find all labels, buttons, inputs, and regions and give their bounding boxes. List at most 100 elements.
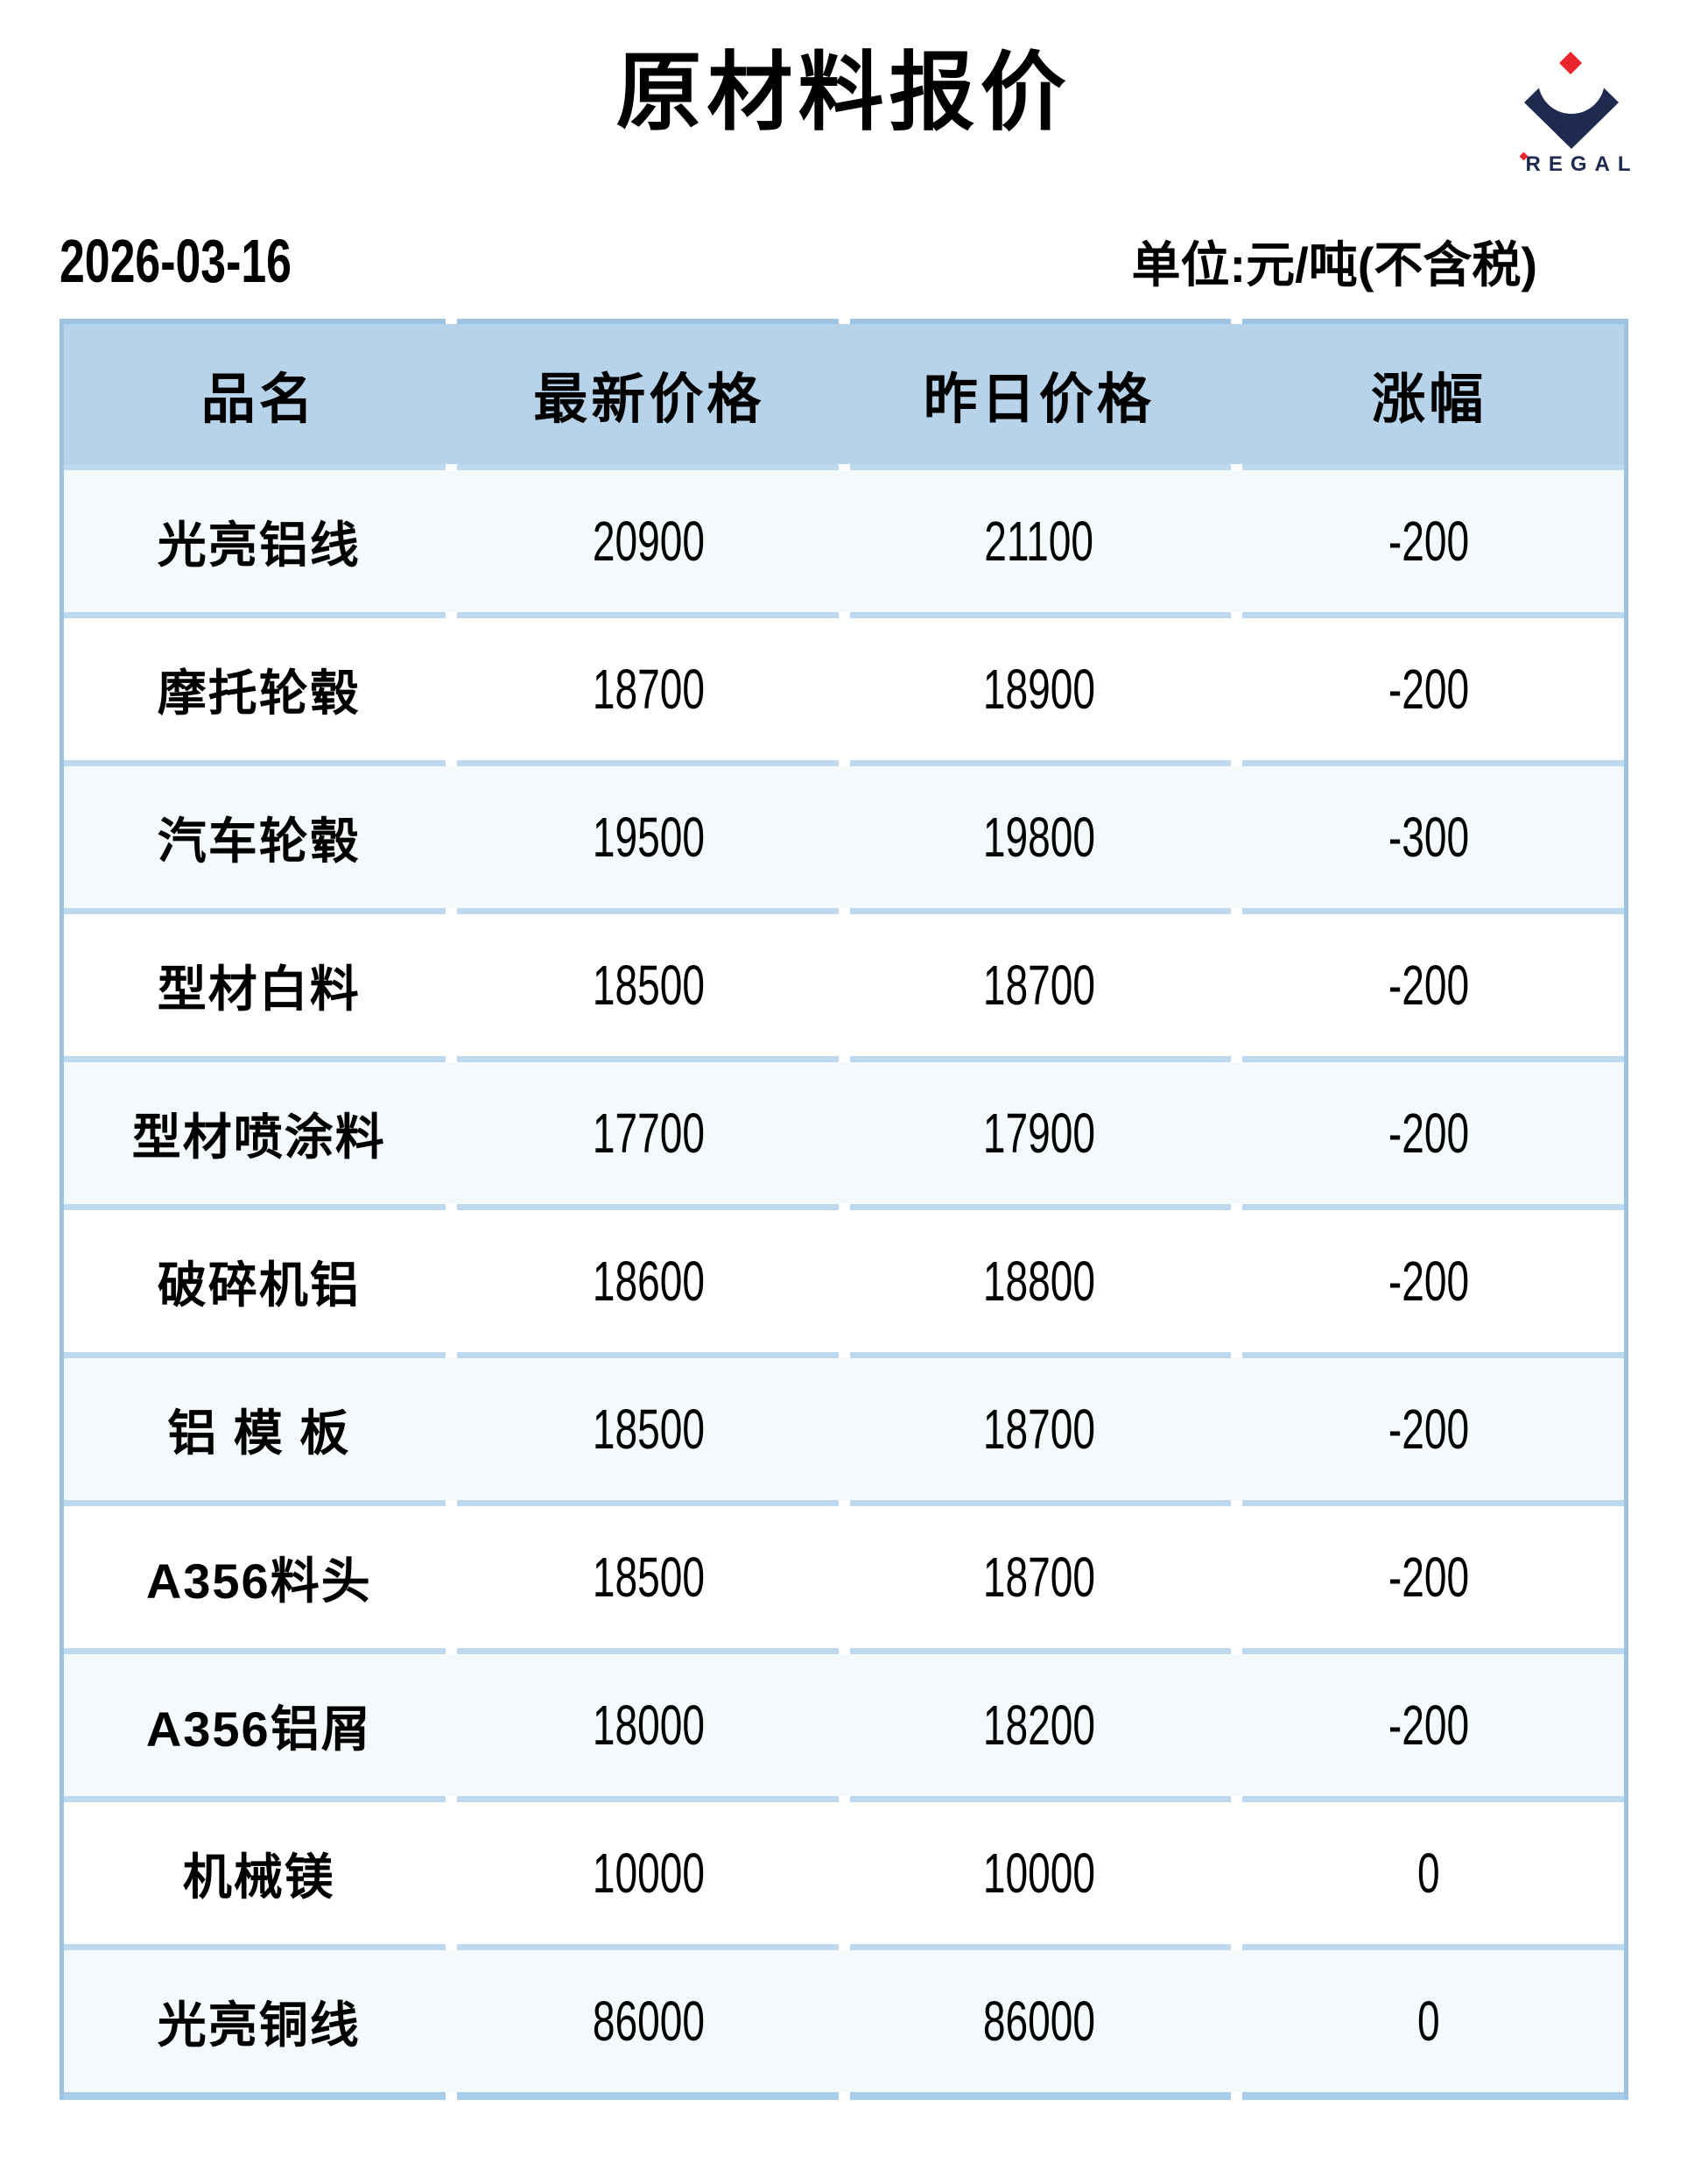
latest-price-cell: 10000	[454, 1802, 845, 1944]
product-name: 光亮铜线	[157, 1997, 361, 2053]
price-change: -300	[1388, 806, 1470, 869]
unit-note: 单位:元/吨(不含税)	[1131, 237, 1537, 292]
quote-date: 2026-03-16	[60, 227, 292, 295]
change-cell: -200	[1234, 470, 1625, 612]
meta-row: 2026-03-16 单位:元/吨(不含税)	[60, 226, 1628, 296]
product-name: 型材喷涂料	[131, 1109, 386, 1165]
col-header-latest: 最新价格	[533, 370, 765, 430]
table-header-row: 品名 最新价格 昨日价格 涨幅	[64, 324, 1624, 464]
yesterday-price: 18700	[982, 954, 1095, 1017]
brand-logo: REGAL	[1513, 19, 1646, 177]
row-divider	[64, 908, 1624, 914]
table-row: 型材喷涂料 17700 17900 -200	[64, 1062, 1624, 1204]
table-row: 破碎机铝 18600 18800 -200	[64, 1210, 1624, 1352]
latest-price: 18500	[593, 1546, 706, 1609]
yesterday-price-cell: 17900	[844, 1062, 1234, 1204]
latest-price: 18000	[593, 1694, 706, 1757]
price-change: -200	[1388, 658, 1470, 721]
yesterday-price: 18700	[982, 1398, 1095, 1461]
price-change: -200	[1388, 954, 1470, 1017]
yesterday-price: 18200	[982, 1694, 1095, 1757]
latest-price: 86000	[593, 1990, 706, 2053]
row-divider	[64, 2092, 1624, 2100]
yesterday-price-cell: 18700	[844, 914, 1234, 1056]
change-cell: -200	[1234, 1210, 1625, 1352]
product-name: 型材白料	[157, 961, 361, 1017]
table-row: 铝 模 板 18500 18700 -200	[64, 1358, 1624, 1500]
table-top-border	[64, 319, 1624, 324]
price-change: -200	[1388, 1102, 1470, 1165]
product-name-cell: A356料头	[64, 1506, 454, 1648]
yesterday-price-cell: 18900	[844, 618, 1234, 760]
page-title: 原材料报价	[615, 46, 1072, 141]
price-change: 0	[1417, 1842, 1441, 1905]
yesterday-price: 21100	[984, 510, 1094, 573]
change-cell: 0	[1234, 1950, 1625, 2092]
brand-name: REGAL	[1525, 152, 1639, 176]
product-name: A356铝屑	[145, 1701, 372, 1757]
table-row: A356料头 18500 18700 -200	[64, 1506, 1624, 1648]
latest-price: 19500	[593, 806, 706, 869]
product-name: A356料头	[145, 1553, 372, 1609]
product-name-cell: 铝 模 板	[64, 1358, 454, 1500]
yesterday-price-cell: 18700	[844, 1506, 1234, 1648]
yesterday-price: 18800	[982, 1250, 1095, 1313]
yesterday-price-cell: 18700	[844, 1358, 1234, 1500]
product-name-cell: 摩托轮毂	[64, 618, 454, 760]
col-header-yesterday: 昨日价格	[923, 370, 1155, 430]
table-row: 机械镁 10000 10000 0	[64, 1802, 1624, 1944]
product-name-cell: A356铝屑	[64, 1654, 454, 1796]
change-cell: -200	[1234, 618, 1625, 760]
price-change: -200	[1388, 1250, 1470, 1313]
yesterday-price: 10000	[982, 1842, 1095, 1905]
yesterday-price: 19800	[982, 806, 1095, 869]
regal-diamond-icon	[1524, 47, 1619, 149]
latest-price-cell: 20900	[454, 470, 845, 612]
yesterday-price: 86000	[982, 1990, 1095, 2053]
table-row: A356铝屑 18000 18200 -200	[64, 1654, 1624, 1796]
latest-price-cell: 18500	[454, 1358, 845, 1500]
row-divider	[64, 1648, 1624, 1654]
row-divider	[64, 1204, 1624, 1210]
row-divider	[64, 612, 1624, 618]
price-change: 0	[1417, 1990, 1441, 2053]
yesterday-price-cell: 18800	[844, 1210, 1234, 1352]
product-name: 机械镁	[182, 1849, 335, 1905]
yesterday-price: 18700	[982, 1546, 1095, 1609]
table-row: 型材白料 18500 18700 -200	[64, 914, 1624, 1056]
row-divider	[64, 1796, 1624, 1802]
change-cell: -200	[1234, 1506, 1625, 1648]
change-cell: 0	[1234, 1802, 1625, 1944]
product-name-cell: 光亮铜线	[64, 1950, 454, 2092]
row-divider	[64, 1352, 1624, 1358]
row-divider	[64, 464, 1624, 470]
latest-price-cell: 19500	[454, 766, 845, 908]
latest-price: 18700	[593, 658, 706, 721]
product-name-cell: 破碎机铝	[64, 1210, 454, 1352]
row-divider	[64, 1056, 1624, 1062]
change-cell: -200	[1234, 1062, 1625, 1204]
col-header-change: 涨幅	[1371, 370, 1487, 430]
product-name: 破碎机铝	[157, 1257, 361, 1313]
latest-price-cell: 17700	[454, 1062, 845, 1204]
product-name-cell: 机械镁	[64, 1802, 454, 1944]
product-name-cell: 汽车轮毂	[64, 766, 454, 908]
latest-price: 10000	[593, 1842, 706, 1905]
table-row: 汽车轮毂 19500 19800 -300	[64, 766, 1624, 908]
latest-price: 20900	[593, 510, 706, 573]
row-divider	[64, 760, 1624, 766]
yesterday-price-cell: 19800	[844, 766, 1234, 908]
yesterday-price-cell: 10000	[844, 1802, 1234, 1944]
latest-price-cell: 86000	[454, 1950, 845, 2092]
col-header-product: 品名	[200, 370, 317, 430]
product-name: 汽车轮毂	[157, 813, 361, 869]
table-row: 光亮铝线 20900 21100 -200	[64, 470, 1624, 612]
latest-price-cell: 18700	[454, 618, 845, 760]
table-row: 光亮铜线 86000 86000 0	[64, 1950, 1624, 2092]
latest-price: 17700	[593, 1102, 706, 1165]
yesterday-price-cell: 21100	[844, 470, 1234, 612]
row-divider	[64, 1500, 1624, 1506]
table-row: 摩托轮毂 18700 18900 -200	[64, 618, 1624, 760]
product-name: 铝 模 板	[167, 1405, 351, 1461]
header: 原材料报价 REGAL	[0, 0, 1687, 177]
